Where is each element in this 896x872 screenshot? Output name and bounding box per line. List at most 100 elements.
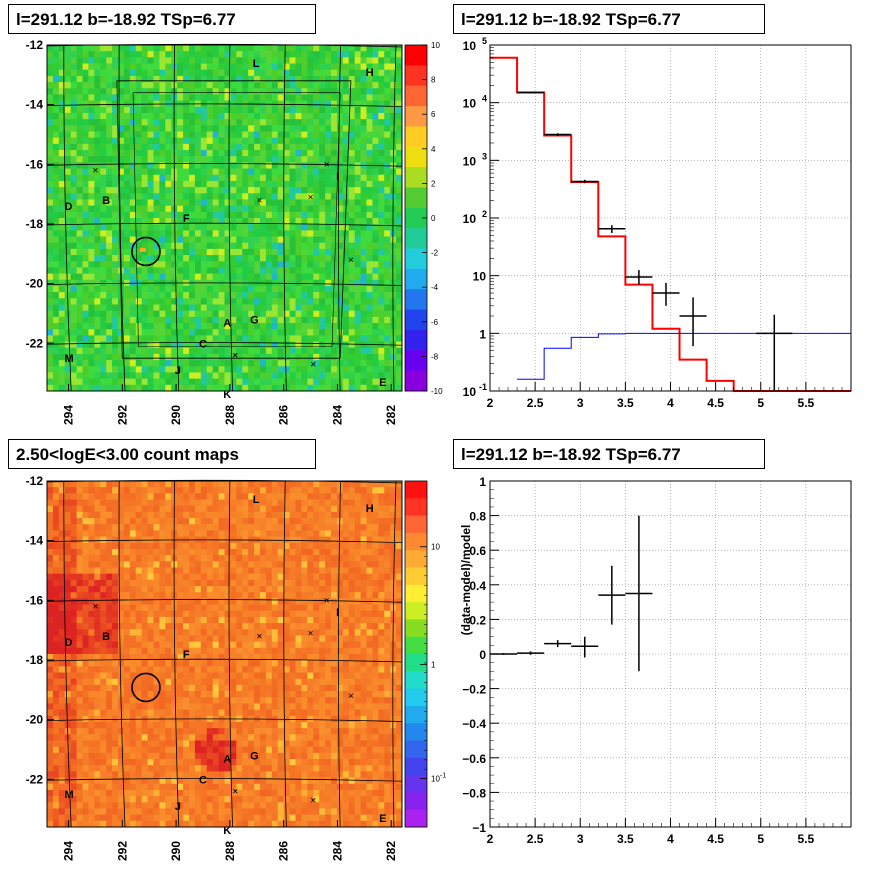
source-cross-marker bbox=[308, 194, 313, 200]
map-meridian bbox=[173, 44, 180, 392]
y-tick-label: -22 bbox=[26, 336, 44, 350]
count-map-title: 2.50<logE<3.00 count maps bbox=[8, 439, 316, 469]
source-label: I bbox=[336, 171, 339, 183]
x-tick-label: 292 bbox=[115, 405, 129, 425]
source-label: C bbox=[199, 338, 207, 350]
source-label: J bbox=[175, 801, 181, 813]
source-label: D bbox=[65, 201, 73, 213]
y-tick-label: -18 bbox=[26, 217, 44, 231]
y-tick-label: 0.2 bbox=[469, 613, 486, 627]
x-tick-label: 5.5 bbox=[798, 832, 815, 846]
map-parallel bbox=[46, 658, 403, 663]
candidate-circle bbox=[131, 672, 161, 703]
y-tick-label: 10 bbox=[463, 39, 477, 53]
map-parallel bbox=[46, 539, 403, 544]
x-tick-label: 290 bbox=[169, 405, 183, 425]
map-meridian bbox=[337, 480, 341, 828]
map-frame bbox=[46, 480, 403, 828]
y-tick-label: 0.8 bbox=[469, 510, 486, 524]
x-tick-label: 2.5 bbox=[527, 832, 544, 846]
x-tick-label: 294 bbox=[62, 841, 76, 861]
map-meridian bbox=[392, 480, 397, 828]
source-label: M bbox=[65, 789, 74, 801]
spectrum-background-line bbox=[517, 332, 851, 380]
y-tick-exponent: 5 bbox=[482, 36, 487, 46]
source-label: A bbox=[223, 317, 231, 329]
source-label: L bbox=[253, 58, 260, 70]
x-tick-label: 3.5 bbox=[617, 396, 634, 410]
map-parallel bbox=[46, 163, 403, 167]
y-tick-label: −0.8 bbox=[462, 786, 486, 800]
x-tick-label: 3 bbox=[577, 832, 584, 846]
map-parallel bbox=[46, 342, 403, 346]
x-tick-label: 286 bbox=[277, 841, 291, 861]
source-label: A bbox=[223, 753, 231, 765]
colorbar-label: 6 bbox=[431, 110, 436, 119]
source-label: B bbox=[102, 631, 110, 643]
y-tick-label: −0.6 bbox=[462, 752, 486, 766]
source-label: E bbox=[379, 377, 386, 389]
x-tick-label: 4 bbox=[667, 832, 674, 846]
source-cross-marker bbox=[93, 167, 98, 173]
map-meridian bbox=[337, 44, 341, 392]
map-meridian bbox=[63, 480, 72, 828]
residual-plot-title: l=291.12 b=-18.92 TSp=6.77 bbox=[453, 439, 765, 469]
x-tick-label: 4 bbox=[667, 396, 674, 410]
source-label: K bbox=[223, 825, 231, 837]
source-label: G bbox=[250, 314, 259, 326]
x-tick-label: 292 bbox=[115, 841, 129, 861]
y-tick-label: -18 bbox=[26, 653, 44, 667]
x-tick-label: 288 bbox=[223, 405, 237, 425]
source-cross-marker bbox=[93, 603, 98, 609]
source-cross-marker bbox=[324, 598, 329, 603]
y-tick-exponent: 3 bbox=[482, 151, 487, 161]
source-cross-marker bbox=[257, 633, 262, 639]
map-meridian bbox=[283, 480, 287, 828]
x-tick-label: 5 bbox=[757, 396, 764, 410]
y-tick-label: −0.2 bbox=[462, 683, 486, 697]
colorbar-label: 10 bbox=[431, 543, 440, 552]
x-tick-label: 288 bbox=[223, 841, 237, 861]
map-meridian bbox=[118, 480, 126, 828]
source-cross-marker bbox=[232, 352, 238, 358]
colorbar-label: 2 bbox=[431, 179, 436, 188]
y-tick-label: -14 bbox=[26, 98, 44, 112]
y-tick-exponent: 2 bbox=[482, 209, 487, 219]
colorbar-label: -10 bbox=[431, 387, 443, 396]
source-label: C bbox=[199, 774, 207, 786]
source-label: M bbox=[65, 353, 74, 365]
source-cross-marker bbox=[308, 630, 313, 636]
colorbar-label: -8 bbox=[431, 352, 439, 361]
colorbar-label: 1 bbox=[431, 660, 436, 669]
y-tick-label: 0.4 bbox=[469, 579, 486, 593]
map-meridian bbox=[283, 44, 287, 392]
residual-map bbox=[46, 43, 403, 392]
x-tick-label: 286 bbox=[277, 405, 291, 425]
y-tick-exponent: 4 bbox=[482, 94, 487, 104]
y-tick-label: 10 bbox=[463, 97, 477, 111]
y-axis-label: (data-model)/model bbox=[459, 525, 473, 636]
y-tick-label: -20 bbox=[26, 277, 44, 291]
source-cross-marker bbox=[310, 797, 316, 803]
map-meridian bbox=[63, 44, 72, 392]
map-frame bbox=[46, 44, 403, 392]
y-tick-label: 0 bbox=[479, 648, 486, 662]
y-tick-label: -12 bbox=[26, 474, 44, 488]
x-tick-label: 290 bbox=[169, 841, 183, 861]
map-parallel bbox=[46, 222, 403, 227]
source-cross-marker bbox=[232, 788, 238, 794]
y-tick-label: 10 bbox=[463, 385, 477, 399]
map-meridian bbox=[173, 480, 180, 828]
map-parallel bbox=[46, 778, 403, 782]
x-tick-label: 5 bbox=[757, 832, 764, 846]
x-tick-label: 2 bbox=[487, 832, 494, 846]
colorbar-label: -6 bbox=[431, 318, 439, 327]
source-label: B bbox=[102, 195, 110, 207]
x-tick-label: 282 bbox=[384, 841, 398, 861]
map-meridian bbox=[228, 44, 233, 392]
source-label: G bbox=[250, 750, 259, 762]
colorbar-label: 0 bbox=[431, 214, 436, 223]
colorbar-label: 4 bbox=[431, 145, 436, 154]
source-cross-marker bbox=[257, 197, 262, 203]
